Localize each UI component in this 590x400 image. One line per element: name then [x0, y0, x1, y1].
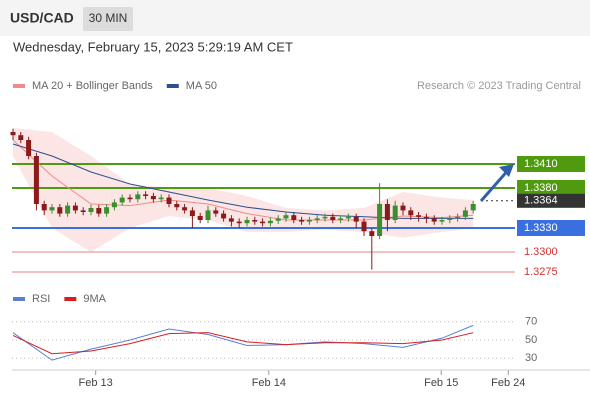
x-tick-label: Feb 24 — [491, 377, 525, 389]
y-tick-label: 30 — [525, 352, 537, 364]
candle-body — [431, 218, 437, 222]
candle-body — [26, 140, 32, 156]
price-panel: MA 20 + Bollinger Bands MA 50 1.3410 1.3380… — [10, 80, 585, 278]
level-box — [517, 180, 585, 196]
candle-body — [135, 194, 141, 200]
candle-body — [462, 210, 468, 217]
legend-label: MA 20 + Bollinger Bands — [32, 80, 153, 92]
level-box — [517, 193, 585, 208]
arrow — [479, 167, 512, 202]
candle-body — [96, 208, 102, 214]
interval-button[interactable] — [83, 7, 133, 31]
candle-body — [470, 204, 476, 211]
candle-body — [236, 221, 242, 224]
x-tick-label: Feb 13 — [79, 377, 113, 389]
arrow-head — [499, 164, 514, 177]
candle-body — [447, 218, 453, 220]
candle-body — [306, 220, 312, 222]
candle-body — [197, 216, 203, 220]
candle-body — [392, 205, 398, 220]
candle-body — [80, 210, 86, 212]
candle-body — [33, 156, 39, 204]
candle-body — [353, 216, 359, 222]
candle-body — [57, 207, 63, 214]
level-label: 1.3410 — [524, 158, 558, 170]
candle-body — [377, 204, 383, 236]
candle-body — [267, 220, 273, 224]
candle-body — [244, 220, 250, 224]
candle-body — [104, 207, 110, 214]
candle-body — [291, 215, 297, 220]
legend-swatch — [64, 297, 77, 301]
candle-body — [65, 205, 71, 214]
candle-body — [166, 197, 172, 204]
y-tick-label: 70 — [525, 316, 537, 328]
candle-body — [158, 197, 164, 200]
candle-body — [182, 207, 188, 211]
level-box — [517, 156, 585, 172]
candle-body — [260, 221, 266, 224]
candle-body — [221, 213, 227, 219]
legend-swatch — [166, 84, 179, 88]
candle-body — [400, 205, 406, 211]
indicator-line — [12, 332, 474, 355]
candle-body — [119, 197, 125, 203]
x-tick-label: Feb 15 — [424, 377, 458, 389]
candle-body — [213, 210, 219, 214]
candle-body — [423, 216, 429, 219]
legend-swatch — [13, 297, 25, 301]
candle-body — [314, 218, 320, 220]
candle-body — [299, 220, 305, 222]
candle-body — [439, 220, 445, 222]
candle-body — [455, 216, 461, 219]
candle-body — [330, 216, 336, 220]
candle-body — [111, 202, 117, 208]
level-label: 1.3380 — [524, 182, 558, 194]
candle-body — [205, 210, 211, 220]
level-label: 1.3300 — [524, 246, 558, 258]
source: Research © 2023 Trading Central — [417, 80, 581, 92]
candle-body — [88, 208, 94, 212]
symbol: USD/CAD — [10, 10, 74, 26]
candle-body — [143, 194, 149, 196]
candle-body — [10, 132, 16, 136]
candle-body — [49, 207, 55, 211]
ma-line — [12, 143, 474, 219]
candle-body — [228, 218, 234, 222]
candle-body — [41, 204, 47, 211]
candle-body — [369, 231, 375, 236]
candle-body — [338, 218, 344, 220]
legend-swatch — [13, 84, 25, 88]
interval-label[interactable]: 30 MIN — [89, 11, 128, 25]
candle-body — [72, 205, 78, 211]
candle-body — [384, 204, 390, 220]
level-box — [517, 220, 585, 236]
candle-body — [150, 196, 156, 200]
level-label: 1.3275 — [524, 266, 558, 278]
candle-body — [275, 218, 281, 221]
level-label: 1.3364 — [524, 195, 558, 207]
legend-label: MA 50 — [186, 80, 217, 92]
candle-body — [252, 220, 258, 222]
candle-body — [416, 215, 422, 217]
legend-label: RSI — [32, 293, 50, 305]
candle-body — [361, 221, 367, 232]
y-tick-label: 50 — [525, 334, 537, 346]
legend-label: 9MA — [83, 293, 106, 305]
candle-body — [189, 210, 195, 216]
ma-line — [12, 139, 474, 221]
candle-body — [322, 216, 328, 219]
date: Wednesday, February 15, 2023 5:29:19 AM … — [13, 39, 293, 54]
candle-body — [18, 135, 24, 140]
candle-body — [345, 216, 351, 219]
candle-body — [283, 215, 289, 219]
indicator-line — [12, 324, 474, 361]
candle-body — [408, 210, 414, 216]
candle-body — [174, 204, 180, 208]
x-tick-label: Feb 14 — [252, 377, 286, 389]
candle-body — [127, 197, 133, 200]
rsi-panel: RSI 9MA 70 50 30 Feb 13 Feb 14 Feb 15 Feb 24 — [12, 293, 537, 389]
level-label: 1.3330 — [524, 222, 558, 234]
